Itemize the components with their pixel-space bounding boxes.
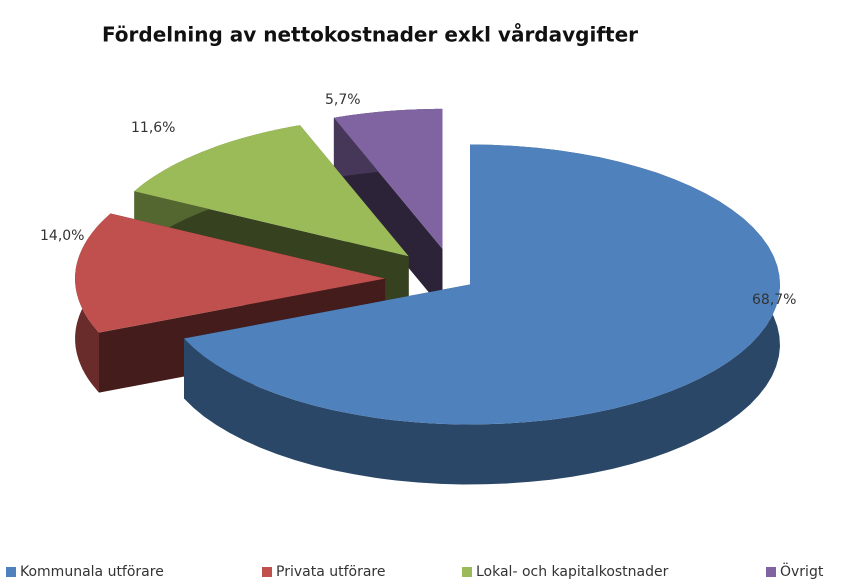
legend-label: Övrigt xyxy=(780,562,824,580)
slice xyxy=(184,144,780,425)
legend-label: Privata utförare xyxy=(276,564,385,580)
data-label: 68,7% xyxy=(752,292,796,308)
legend-swatch xyxy=(262,567,272,577)
data-label: 14,0% xyxy=(40,228,84,244)
chart-title: Fördelning av nettokostnader exkl vårdav… xyxy=(102,23,638,47)
data-label: 11,6% xyxy=(131,120,175,136)
legend-swatch xyxy=(6,567,16,577)
legend-label: Kommunala utförare xyxy=(20,564,164,580)
legend-swatch xyxy=(462,567,472,577)
slice xyxy=(333,108,443,249)
slice xyxy=(75,213,386,333)
data-label: 5,7% xyxy=(325,92,361,108)
legend-swatch xyxy=(766,567,776,577)
slice xyxy=(134,125,409,257)
legend-label: Lokal- och kapitalkostnader xyxy=(476,564,669,580)
